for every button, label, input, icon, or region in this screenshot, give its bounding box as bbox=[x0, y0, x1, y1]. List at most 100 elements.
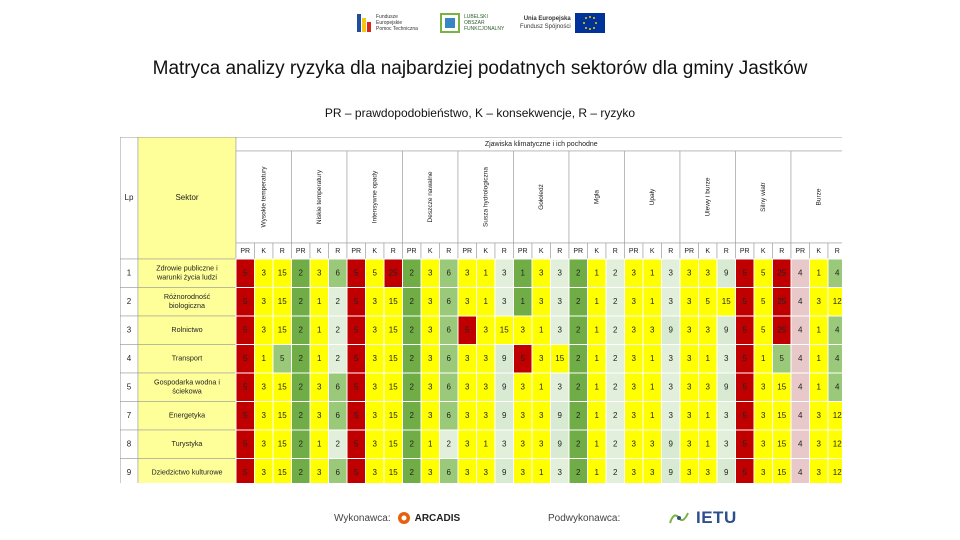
page-subtitle: PR – prawdopodobieństwo, K – konsekwencj… bbox=[324, 106, 636, 120]
matrix-value: 3 bbox=[632, 268, 637, 277]
sector-cell bbox=[137, 344, 237, 374]
matrix-value: 3 bbox=[373, 297, 378, 306]
sector-cell bbox=[137, 258, 237, 288]
matrix-value: 1 bbox=[817, 354, 822, 363]
arcadis-wordmark: ARCADIS bbox=[414, 512, 461, 524]
phenomenon-header: Deszcze nawalne bbox=[427, 171, 434, 222]
sub-header-label: PR bbox=[240, 248, 250, 255]
matrix-value: 3 bbox=[650, 468, 655, 477]
matrix-value: 3 bbox=[428, 268, 433, 277]
matrix-value: 9 bbox=[724, 382, 729, 391]
matrix-value: 5 bbox=[243, 297, 248, 306]
matrix-value: 3 bbox=[521, 411, 526, 420]
matrix-value: 3 bbox=[558, 268, 563, 277]
matrix-value: 2 bbox=[613, 354, 618, 363]
sub-header-label: PR bbox=[518, 248, 528, 255]
sub-header-label: R bbox=[391, 248, 396, 255]
matrix-value: 5 bbox=[373, 268, 378, 277]
matrix-value: 12 bbox=[833, 411, 842, 420]
matrix-value: 9 bbox=[502, 354, 507, 363]
matrix-value: 3 bbox=[539, 411, 544, 420]
sub-header-label: K bbox=[428, 248, 433, 255]
matrix-value: 15 bbox=[389, 325, 398, 334]
phenomenon-header: Mgła bbox=[593, 190, 600, 204]
matrix-value: 5 bbox=[243, 439, 248, 448]
matrix-value: 5 bbox=[354, 268, 359, 277]
sub-header-label: K bbox=[650, 248, 655, 255]
matrix-value: 2 bbox=[336, 325, 341, 334]
matrix-value: 5 bbox=[354, 354, 359, 363]
matrix-value: 6 bbox=[447, 411, 452, 420]
sector-name: biologiczna bbox=[169, 301, 205, 310]
matrix-value: 3 bbox=[317, 411, 322, 420]
phenomena-group-header: Zjawiska klimatyczne i ich pochodne bbox=[485, 141, 598, 148]
sub-header-label: K bbox=[539, 248, 544, 255]
matrix-value: 15 bbox=[777, 439, 786, 448]
matrix-value: 6 bbox=[336, 268, 341, 277]
matrix-value: 5 bbox=[761, 297, 766, 306]
matrix-value: 3 bbox=[632, 297, 637, 306]
matrix-value: 6 bbox=[447, 382, 452, 391]
matrix-value: 3 bbox=[687, 468, 692, 477]
matrix-value: 5 bbox=[354, 468, 359, 477]
matrix-value: 15 bbox=[278, 382, 287, 391]
matrix-value: 5 bbox=[743, 297, 748, 306]
matrix-value: 3 bbox=[632, 411, 637, 420]
matrix-value: 3 bbox=[558, 382, 563, 391]
matrix-value: 15 bbox=[389, 411, 398, 420]
matrix-value: 3 bbox=[502, 439, 507, 448]
matrix-value: 9 bbox=[502, 382, 507, 391]
matrix-value: 3 bbox=[428, 325, 433, 334]
matrix-value: 3 bbox=[428, 354, 433, 363]
sector-header-cell bbox=[137, 137, 237, 260]
matrix-value: 2 bbox=[576, 297, 581, 306]
sub-header-label: PR bbox=[795, 248, 805, 255]
matrix-value: 6 bbox=[447, 297, 452, 306]
sub-header-label: R bbox=[335, 248, 340, 255]
sub-header-label: PR bbox=[407, 248, 417, 255]
sub-header-label: R bbox=[280, 248, 285, 255]
sub-header-label: K bbox=[372, 248, 377, 255]
matrix-value: 15 bbox=[278, 468, 287, 477]
matrix-value: 3 bbox=[539, 297, 544, 306]
sector-cell bbox=[137, 287, 237, 317]
matrix-value: 1 bbox=[595, 411, 600, 420]
matrix-value: 3 bbox=[428, 411, 433, 420]
sector-name: warunki życia ludzi bbox=[156, 273, 217, 282]
sub-header-label: PR bbox=[351, 248, 361, 255]
matrix-value: 3 bbox=[706, 382, 711, 391]
matrix-value: 2 bbox=[613, 382, 618, 391]
matrix-value: 15 bbox=[278, 325, 287, 334]
matrix-value: 15 bbox=[555, 354, 564, 363]
matrix-value: 3 bbox=[465, 297, 470, 306]
sub-header-label: PR bbox=[740, 248, 750, 255]
matrix-value: 2 bbox=[299, 411, 304, 420]
matrix-value: 3 bbox=[502, 297, 507, 306]
matrix-value: 15 bbox=[777, 382, 786, 391]
matrix-value: 2 bbox=[613, 439, 618, 448]
phenomenon-header-cell bbox=[513, 150, 570, 244]
sub-header-label: R bbox=[446, 248, 451, 255]
matrix-value: 2 bbox=[299, 325, 304, 334]
matrix-value: 2 bbox=[576, 354, 581, 363]
matrix-value: 3 bbox=[687, 411, 692, 420]
sector-name: Różnorodność bbox=[164, 292, 211, 301]
matrix-value: 2 bbox=[613, 268, 618, 277]
matrix-value: 5 bbox=[743, 268, 748, 277]
matrix-value: 9 bbox=[502, 468, 507, 477]
matrix-value: 1 bbox=[706, 439, 711, 448]
matrix-value: 3 bbox=[706, 468, 711, 477]
sector-name: Turystyka bbox=[172, 439, 203, 448]
matrix-value: 9 bbox=[669, 325, 674, 334]
matrix-value: 4 bbox=[798, 468, 803, 477]
matrix-value: 2 bbox=[410, 268, 415, 277]
matrix-value: 1 bbox=[595, 268, 600, 277]
matrix-value: 2 bbox=[336, 439, 341, 448]
matrix-value: 1 bbox=[317, 439, 322, 448]
matrix-value: 5 bbox=[761, 268, 766, 277]
contractor-label: Wykonawca: bbox=[334, 512, 391, 524]
matrix-value: 3 bbox=[687, 297, 692, 306]
matrix-value: 5 bbox=[354, 297, 359, 306]
matrix-value: 3 bbox=[317, 268, 322, 277]
matrix-cell bbox=[827, 458, 842, 483]
